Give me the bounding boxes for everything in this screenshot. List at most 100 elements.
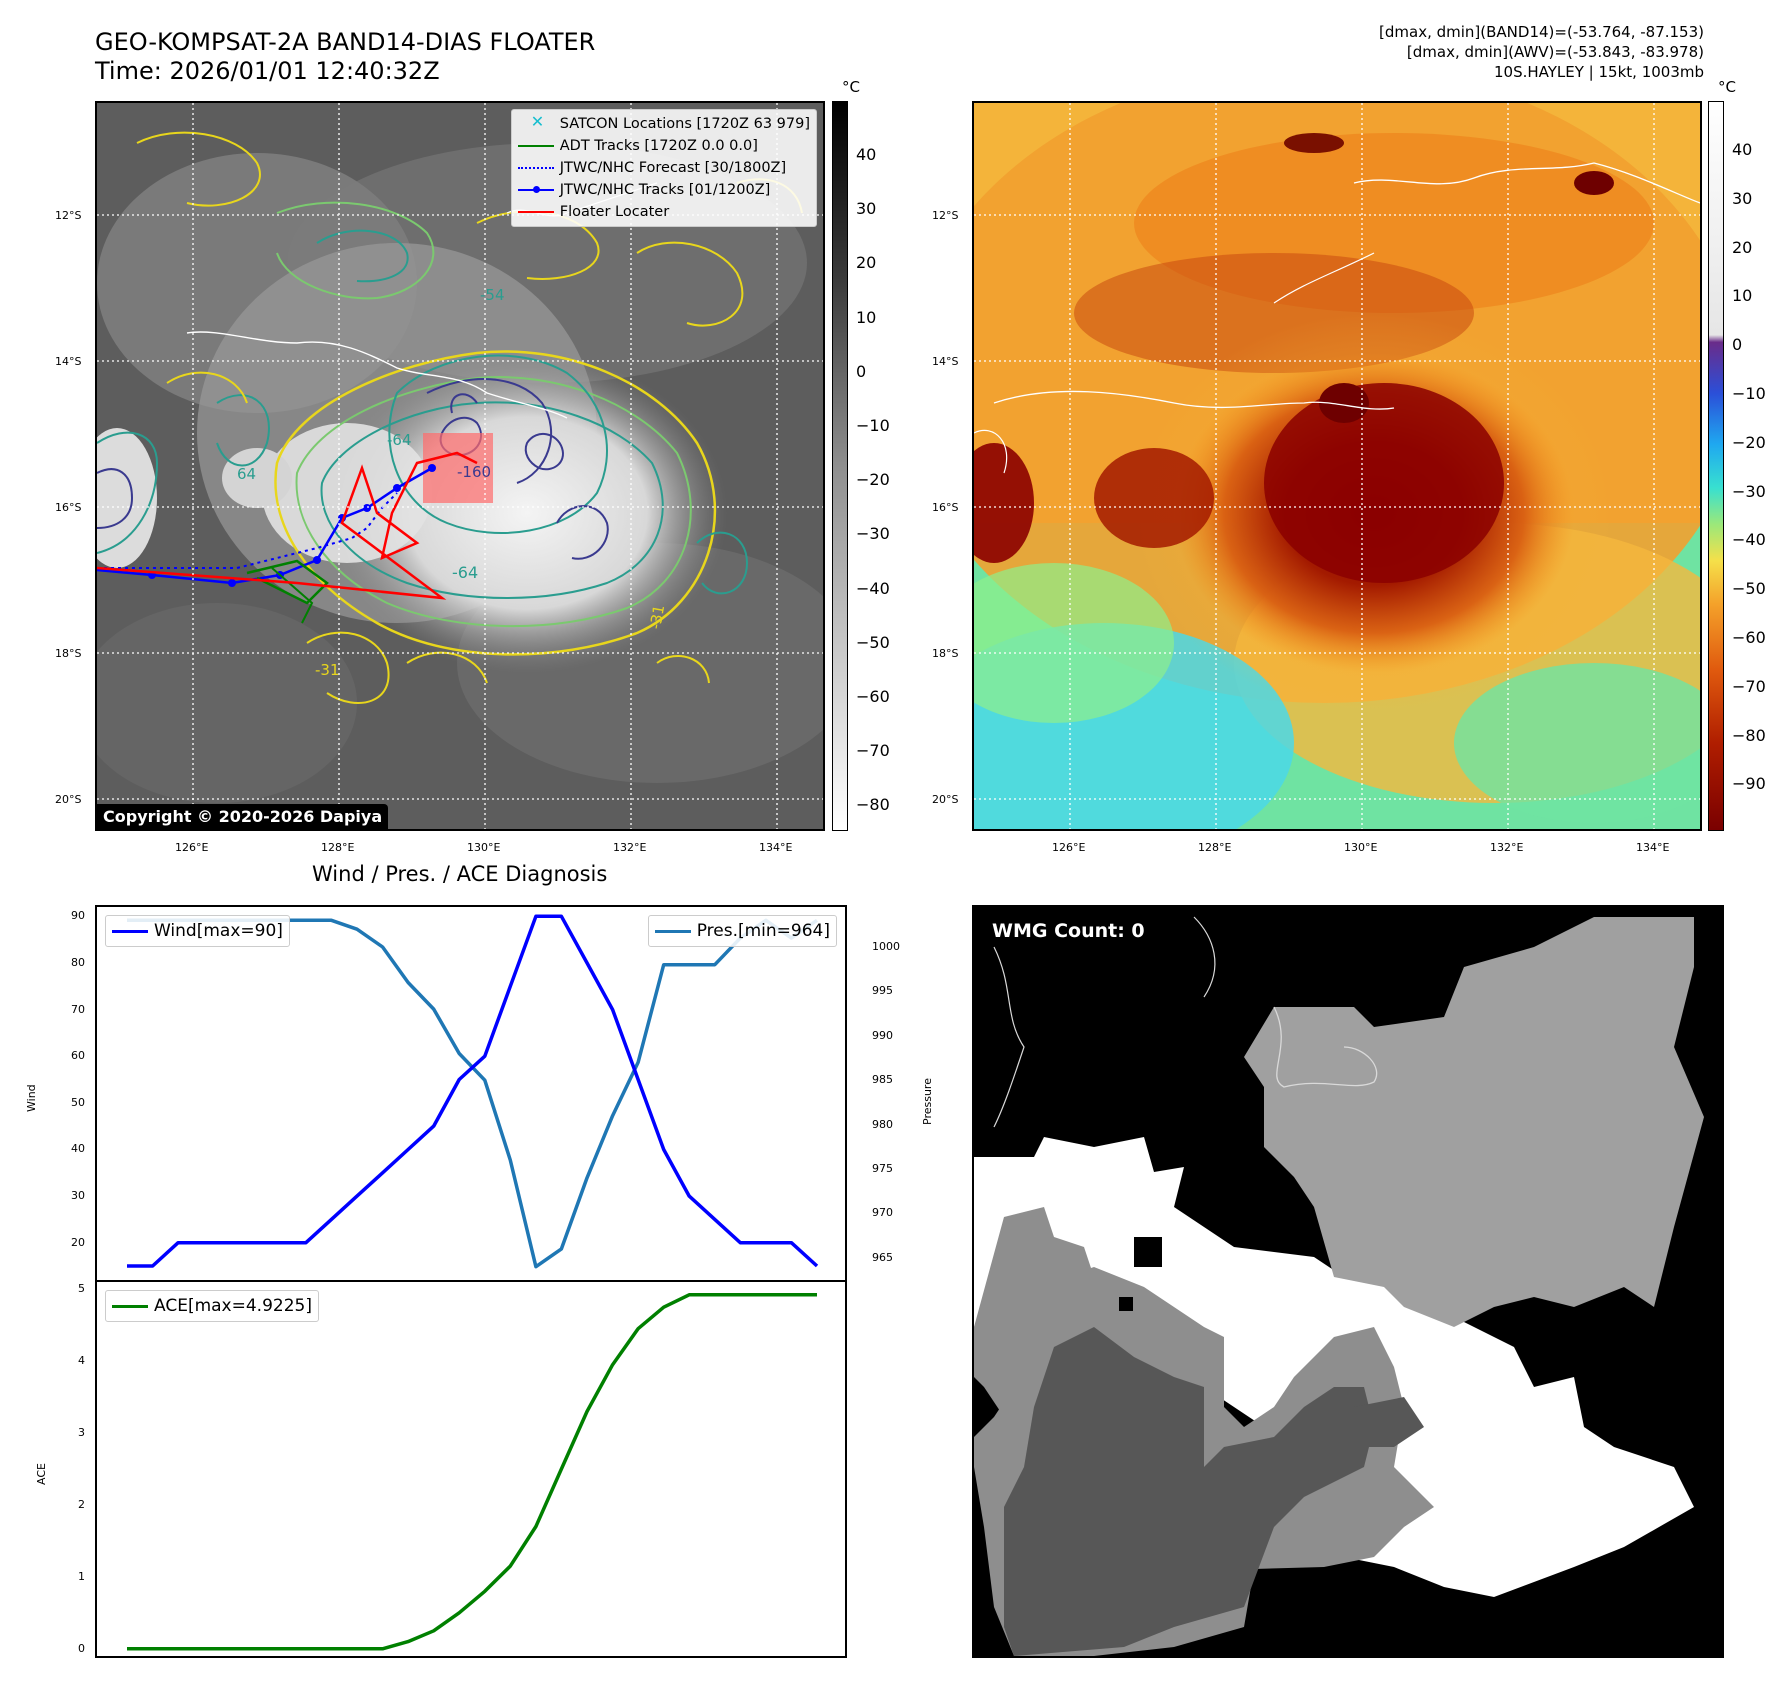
line-icon bbox=[517, 206, 554, 218]
line-icon bbox=[517, 140, 554, 152]
colorbar-unit: °C bbox=[1718, 78, 1736, 96]
colorbar-tick-label: 40 bbox=[856, 145, 877, 164]
axis-tick-label: 30 bbox=[71, 1189, 85, 1203]
wind-axis-label: Wind bbox=[25, 1084, 38, 1112]
lat-label: 12°S bbox=[55, 209, 82, 222]
line-icon bbox=[654, 925, 691, 937]
axis-tick-label: 70 bbox=[71, 1002, 85, 1016]
axis-tick-label: 20 bbox=[71, 1235, 85, 1249]
lon-label: 128°E bbox=[1198, 841, 1232, 854]
colorbar-tick-label: −30 bbox=[856, 524, 890, 544]
colorbar-tick-label: −80 bbox=[1732, 725, 1766, 745]
colorbar-unit: °C bbox=[842, 78, 860, 96]
wind-pressure-axes: Wind[max=90] Pres.[min=964] bbox=[95, 905, 847, 1282]
x-icon: ✕ bbox=[530, 112, 545, 131]
figure-time: Time: 2026/01/01 12:40:32Z bbox=[95, 57, 440, 85]
contour-label: 64 bbox=[237, 465, 257, 483]
lat-label: 16°S bbox=[932, 501, 959, 514]
line-icon bbox=[112, 1300, 148, 1312]
colorbar-tick-label: 0 bbox=[1732, 335, 1743, 355]
legend-adt: ADT Tracks [1720Z 0.0 0.0] bbox=[517, 135, 810, 157]
ace-axis-label: ACE bbox=[35, 1463, 48, 1485]
ace-plot bbox=[127, 1293, 817, 1651]
axis-tick-label: 965 bbox=[872, 1250, 893, 1264]
contour-label: -31 bbox=[315, 661, 340, 679]
dotted-line-icon bbox=[517, 162, 554, 174]
axis-tick-label: 50 bbox=[71, 1095, 85, 1109]
lon-label: 130°E bbox=[1344, 841, 1378, 854]
legend-satcon: ✕ SATCON Locations [1720Z 63 979] bbox=[518, 112, 810, 135]
ace-line bbox=[127, 1293, 817, 1651]
lon-label: 126°E bbox=[1052, 841, 1086, 854]
colorbar-tick-label: 20 bbox=[856, 253, 877, 273]
colorbar-tick-label: −10 bbox=[1732, 384, 1766, 403]
info-band14-range: [dmax, dmin](BAND14)=(-53.764, -87.153) bbox=[1379, 23, 1704, 41]
lat-label: 14°S bbox=[55, 355, 82, 368]
lon-label: 128°E bbox=[321, 841, 355, 854]
wmg-count-badge: WMG Count: 0 bbox=[984, 917, 1153, 945]
lon-label: 126°E bbox=[175, 841, 209, 854]
axis-tick-label: 1 bbox=[78, 1569, 85, 1583]
colorbar-tick-label: −90 bbox=[1732, 774, 1766, 794]
pressure-line bbox=[127, 918, 818, 1269]
colorbar-tick-label: −20 bbox=[1732, 432, 1766, 452]
axis-tick-label: 975 bbox=[872, 1161, 893, 1175]
lon-label: 132°E bbox=[1490, 841, 1524, 854]
colorbar-tick-label: 0 bbox=[856, 361, 867, 381]
colorbar-tick-label: 30 bbox=[1732, 188, 1753, 208]
colorbar-tick-label: −60 bbox=[856, 687, 890, 706]
line-icon bbox=[112, 925, 148, 937]
wmg-panel: WMG Count: 0 bbox=[972, 905, 1724, 1658]
colorbar-tick-label: −50 bbox=[1732, 579, 1766, 599]
ir-gray-map: -54 -160 -64 64 -64 -31 -31 ✕ SATCON Loc… bbox=[95, 101, 825, 831]
contour-label: -160 bbox=[457, 463, 492, 481]
colorbar-tick-label: −40 bbox=[856, 578, 890, 598]
figure-title: GEO-KOMPSAT-2A BAND14-DIAS FLOATER bbox=[95, 28, 596, 56]
axis-tick-label: 0 bbox=[78, 1641, 85, 1655]
axis-tick-label: 5 bbox=[78, 1282, 85, 1296]
lat-label: 20°S bbox=[55, 793, 82, 806]
gray-colorbar bbox=[832, 101, 848, 831]
lon-label: 130°E bbox=[467, 841, 501, 854]
colorbar-tick-label: −80 bbox=[856, 795, 890, 815]
axis-tick-label: 990 bbox=[872, 1028, 893, 1042]
legend-floater: Floater Locater bbox=[517, 201, 810, 223]
contour-label: -64 bbox=[387, 431, 412, 449]
axis-tick-label: 980 bbox=[872, 1117, 893, 1131]
ir-color-imagery bbox=[974, 103, 1700, 829]
colorbar-tick-label: −70 bbox=[1732, 676, 1766, 696]
colorbar-tick-label: −50 bbox=[856, 632, 890, 652]
axis-tick-label: 995 bbox=[872, 984, 893, 998]
colorbar-tick-label: −10 bbox=[856, 416, 890, 435]
color-colorbar bbox=[1708, 101, 1724, 831]
contour-label: -64 bbox=[452, 563, 479, 582]
pressure-legend: Pres.[min=964] bbox=[647, 915, 837, 947]
axis-tick-label: 90 bbox=[71, 909, 85, 923]
wmg-classification-map bbox=[974, 907, 1722, 1656]
lat-label: 16°S bbox=[55, 501, 82, 514]
contour-label: -54 bbox=[480, 286, 505, 304]
axis-tick-label: 1000 bbox=[872, 939, 900, 953]
copyright-badge: Copyright © 2020-2026 Dapiya bbox=[97, 804, 389, 829]
axis-tick-label: 80 bbox=[71, 955, 85, 969]
lat-label: 20°S bbox=[932, 793, 959, 806]
lat-label: 18°S bbox=[55, 647, 82, 660]
diagnosis-title: Wind / Pres. / ACE Diagnosis bbox=[312, 862, 608, 886]
lat-label: 18°S bbox=[932, 647, 959, 660]
axis-tick-label: 40 bbox=[71, 1142, 85, 1156]
axis-tick-label: 2 bbox=[78, 1497, 85, 1511]
colorbar-tick-label: 40 bbox=[1732, 140, 1753, 159]
legend-forecast: JTWC/NHC Forecast [30/1800Z] bbox=[517, 157, 810, 179]
lon-label: 134°E bbox=[1636, 841, 1670, 854]
colorbar-tick-label: 30 bbox=[856, 199, 877, 219]
info-awv-range: [dmax, dmin](AWV)=(-53.843, -83.978) bbox=[1406, 43, 1704, 61]
colorbar-tick-label: 20 bbox=[1732, 237, 1753, 257]
lon-label: 132°E bbox=[613, 841, 647, 854]
colorbar-tick-label: 10 bbox=[856, 307, 877, 327]
colorbar-tick-label: −70 bbox=[856, 741, 890, 761]
lat-label: 12°S bbox=[932, 209, 959, 222]
axis-tick-label: 4 bbox=[78, 1354, 85, 1368]
axis-tick-label: 985 bbox=[872, 1073, 893, 1087]
wind-legend: Wind[max=90] bbox=[105, 915, 290, 947]
line-dot-icon bbox=[517, 184, 554, 196]
